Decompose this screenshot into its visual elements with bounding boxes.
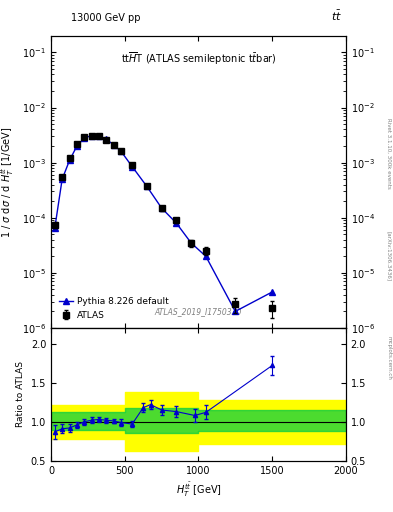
Y-axis label: 1 / $\sigma$ d$\sigma$ / d $H_T^{t\bar{t}}$ [1/GeV]: 1 / $\sigma$ d$\sigma$ / d $H_T^{t\bar{t… — [0, 126, 17, 238]
Text: Rivet 3.1.10, 300k events: Rivet 3.1.10, 300k events — [386, 118, 391, 189]
Pythia 8.226 default — [130, 163, 134, 169]
Pythia 8.226 default — [189, 240, 193, 246]
Pythia 8.226 default — [52, 225, 57, 231]
Pythia 8.226 default — [67, 157, 72, 163]
Pythia 8.226 default — [97, 133, 101, 139]
Text: tt$\overline{H}$T (ATLAS semileptonic t$\bar{t}$bar): tt$\overline{H}$T (ATLAS semileptonic t$… — [121, 51, 276, 67]
Pythia 8.226 default — [204, 253, 208, 260]
Pythia 8.226 default — [159, 205, 164, 211]
X-axis label: $H_T^{t\bar{t}}$ [GeV]: $H_T^{t\bar{t}}$ [GeV] — [176, 481, 221, 499]
Pythia 8.226 default — [75, 143, 79, 149]
Text: [arXiv:1306.3436]: [arXiv:1306.3436] — [386, 231, 391, 281]
Text: mcplots.cern.ch: mcplots.cern.ch — [386, 336, 391, 380]
Pythia 8.226 default — [104, 136, 109, 142]
Pythia 8.226 default — [270, 289, 275, 295]
Pythia 8.226 default — [111, 142, 116, 148]
Pythia 8.226 default — [119, 148, 123, 155]
Pythia 8.226 default — [82, 135, 86, 141]
Text: 13000 GeV pp: 13000 GeV pp — [71, 13, 140, 23]
Y-axis label: Ratio to ATLAS: Ratio to ATLAS — [16, 361, 25, 428]
Pythia 8.226 default — [60, 176, 64, 182]
Line: Pythia 8.226 default: Pythia 8.226 default — [52, 133, 275, 314]
Pythia 8.226 default — [89, 133, 94, 139]
Pythia 8.226 default — [233, 308, 238, 314]
Text: ATLAS_2019_I1750330: ATLAS_2019_I1750330 — [155, 307, 242, 316]
Legend: Pythia 8.226 default, ATLAS: Pythia 8.226 default, ATLAS — [55, 294, 173, 324]
Text: $t\bar{t}$: $t\bar{t}$ — [331, 9, 342, 23]
Pythia 8.226 default — [145, 183, 149, 189]
Pythia 8.226 default — [174, 220, 179, 226]
